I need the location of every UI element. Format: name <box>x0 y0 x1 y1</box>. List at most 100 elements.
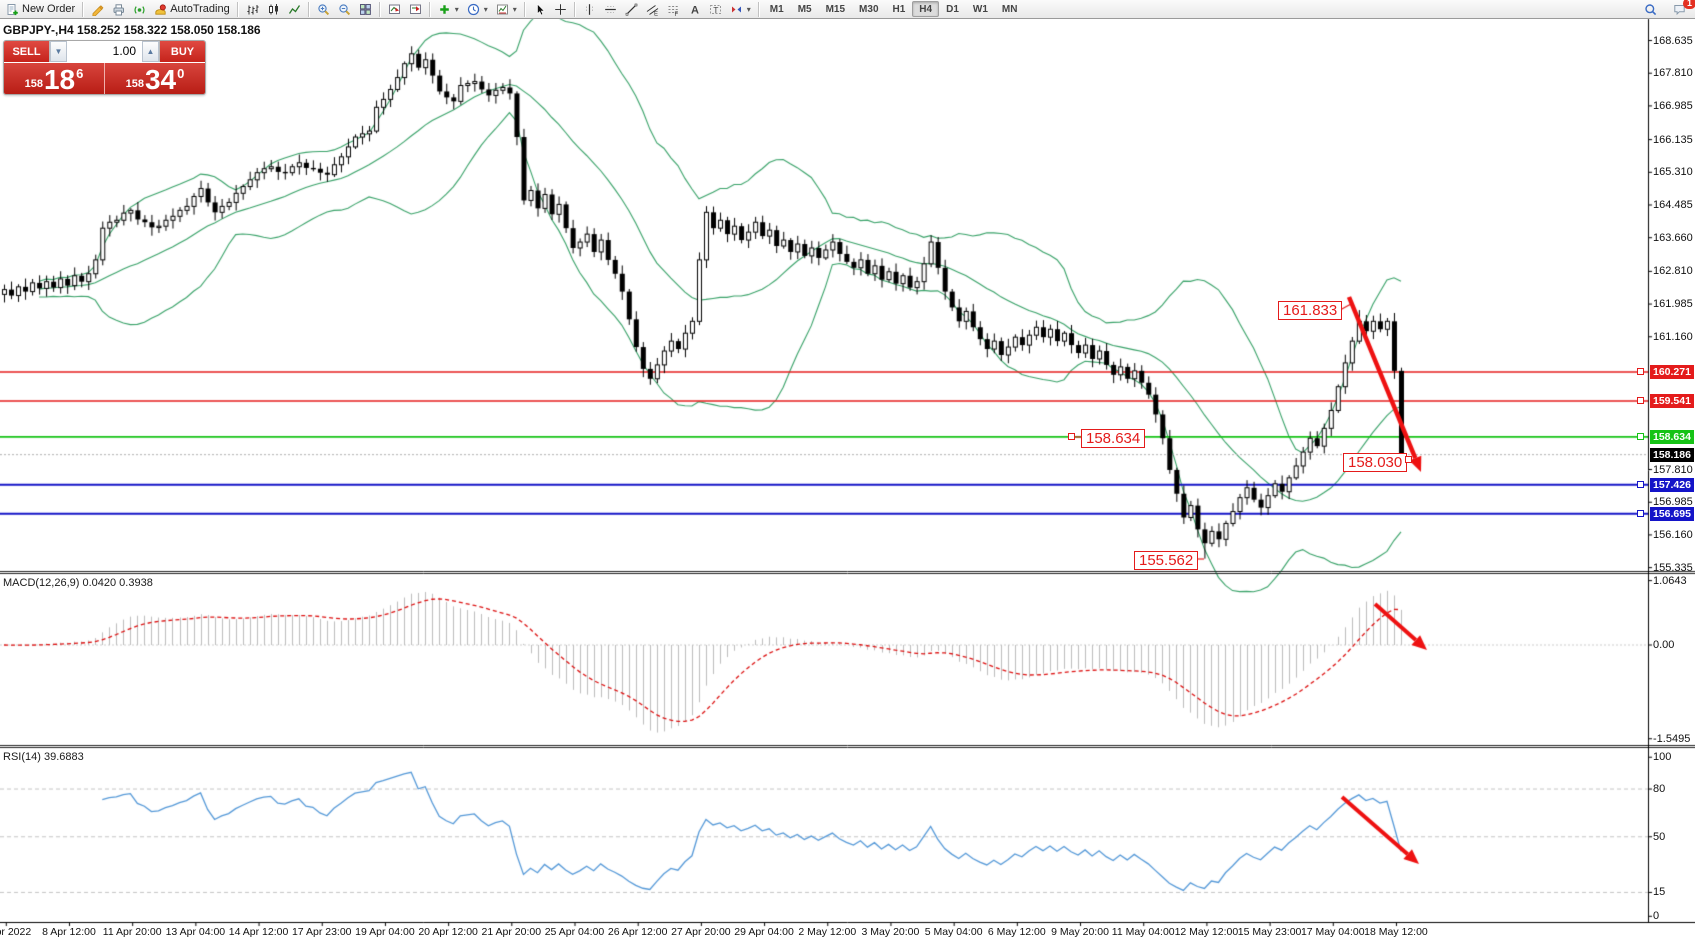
zoom-out-button[interactable] <box>334 1 355 18</box>
toolbar-separator <box>523 1 526 17</box>
indicators-button[interactable]: ▾ <box>434 1 463 18</box>
chart-autoscroll-button[interactable] <box>384 1 405 18</box>
line-chart-button[interactable] <box>284 1 305 18</box>
candlestick-chart-button[interactable] <box>263 1 284 18</box>
chart-symbol-ohlc: GBPJPY-,H4 158.252 158.322 158.050 158.1… <box>3 23 261 37</box>
zoom-in-icon <box>318 3 329 15</box>
timeframe-d1-button[interactable]: D1 <box>946 4 959 15</box>
toolbar-separator <box>757 1 760 17</box>
toolbar-separator <box>573 1 576 17</box>
text-label-button[interactable]: T <box>705 1 726 18</box>
zoom-out-icon <box>339 3 350 15</box>
signal-icon <box>134 5 145 14</box>
macd-rsi-separator[interactable] <box>0 744 1695 749</box>
timeframe-m1-button[interactable]: M1 <box>769 4 784 15</box>
notifications-button[interactable]: 1 <box>1669 0 1695 18</box>
toolbar-group <box>384 0 426 19</box>
sell-price-block[interactable]: 158 18 6 <box>4 63 104 94</box>
add-indicator-icon <box>439 4 449 14</box>
buy-price-small: 158 <box>125 78 144 90</box>
buy-price-sup: 0 <box>177 66 185 81</box>
volume-input[interactable]: 1.00 <box>67 41 142 62</box>
print-button[interactable] <box>108 1 129 18</box>
periods-button[interactable]: ▾ <box>463 1 492 18</box>
timeframe-h4-button[interactable]: H4 <box>912 1 940 17</box>
vertical-line-button[interactable] <box>579 1 600 18</box>
toolbar-group <box>313 0 376 19</box>
arrows-button[interactable]: ▾ <box>726 1 755 18</box>
sell-price-sup: 6 <box>76 66 84 81</box>
timeframe-w1-button[interactable]: W1 <box>972 4 988 15</box>
autotrading-icon <box>155 3 166 15</box>
buy-price-block[interactable]: 158 34 0 <box>104 63 205 94</box>
dropdown-caret-icon: ▾ <box>746 4 751 14</box>
trendline-button[interactable] <box>621 1 642 18</box>
buy-button[interactable]: BUY <box>160 41 205 62</box>
printer-icon <box>113 3 125 15</box>
horizontal-line-button[interactable] <box>600 1 621 18</box>
toolbar-group: AutoTrading <box>87 0 234 19</box>
timeframe-m5-button[interactable]: M5 <box>797 4 812 15</box>
hline-icon <box>604 5 616 13</box>
text-label-icon: T <box>709 4 721 14</box>
bar-chart-icon <box>247 4 259 14</box>
search-button[interactable] <box>1640 1 1661 18</box>
chart-macd-separator[interactable] <box>0 570 1695 575</box>
timeframe-h1-button[interactable]: H1 <box>892 4 906 15</box>
timeframe-m15-button[interactable]: M15 <box>825 4 846 15</box>
sell-price-big: 18 <box>43 64 76 95</box>
metaeditor-button[interactable] <box>87 1 108 18</box>
bar-chart-button[interactable] <box>242 1 263 18</box>
sell-button[interactable]: SELL <box>4 41 49 62</box>
fibonacci-icon: F <box>668 5 679 16</box>
equidistant-channel-button[interactable]: E <box>642 1 663 18</box>
timeframe-m30-button[interactable]: M30 <box>859 4 879 15</box>
price-annotation[interactable]: 158.030 <box>1343 453 1408 472</box>
sell-price-small: 158 <box>24 78 43 90</box>
channel-icon: E <box>646 4 659 16</box>
tile-windows-button[interactable] <box>355 1 376 18</box>
vline-icon <box>585 3 593 15</box>
fibonacci-button[interactable]: F <box>663 1 684 18</box>
timeframe-group: M1 M5 M15 M30 H1 H4 D1 W1 MN <box>763 0 1025 19</box>
toolbar-group: New Order <box>2 0 79 19</box>
text-button[interactable]: A <box>684 1 705 18</box>
dropdown-caret-icon: ▾ <box>483 4 488 14</box>
toolbar-separator <box>428 1 431 17</box>
signals-button[interactable] <box>129 1 150 18</box>
toolbar-separator <box>82 1 85 17</box>
chart-shift-button[interactable] <box>405 1 426 18</box>
trendline-icon <box>625 3 638 15</box>
volume-spinner: ▼ 1.00 ▲ <box>49 41 160 62</box>
chart-shift-icon <box>409 4 421 14</box>
zoom-in-button[interactable] <box>313 1 334 18</box>
templates-icon <box>496 4 508 14</box>
new-order-button[interactable]: New Order <box>2 1 79 18</box>
volume-increase-button[interactable]: ▲ <box>142 41 159 62</box>
one-click-trading-widget: GBPJPY-,H4 158.252 158.322 158.050 158.1… <box>3 23 261 95</box>
chart-forward-icon <box>388 4 400 14</box>
dropdown-caret-icon: ▾ <box>512 4 517 14</box>
cursor-button[interactable] <box>529 1 550 18</box>
crayon-icon <box>92 4 104 16</box>
autotrading-button[interactable]: AutoTrading <box>150 1 234 18</box>
buy-price-big: 34 <box>144 64 177 95</box>
timeframe-mn-button[interactable]: MN <box>1001 4 1018 15</box>
text-a-icon: A <box>691 4 699 16</box>
toolbar-group: E F A T ▾ <box>579 0 755 19</box>
crosshair-button[interactable] <box>550 1 571 18</box>
price-annotation[interactable]: 161.833 <box>1278 301 1343 320</box>
new-order-icon <box>7 3 18 15</box>
volume-decrease-button[interactable]: ▼ <box>50 41 67 62</box>
search-icon <box>1645 4 1657 16</box>
new-order-button-label: New Order <box>22 3 76 15</box>
toolbar: New Order AutoTrading ▾ ▾ ▾ E F A T ▾ M1 M5 M15 M30 H1… <box>0 0 1695 19</box>
clock-icon <box>467 3 479 15</box>
templates-button[interactable]: ▾ <box>492 1 521 18</box>
price-annotation[interactable]: 158.634 <box>1081 429 1146 448</box>
price-annotation[interactable]: 155.562 <box>1134 551 1199 570</box>
svg-text:E: E <box>654 11 658 16</box>
toolbar-group <box>529 0 571 19</box>
